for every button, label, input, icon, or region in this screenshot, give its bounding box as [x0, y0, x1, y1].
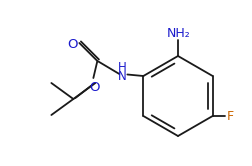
Text: N: N [118, 70, 127, 83]
Text: O: O [89, 81, 100, 93]
Text: NH₂: NH₂ [167, 27, 191, 40]
Text: F: F [227, 110, 234, 123]
Text: O: O [67, 38, 78, 50]
Text: H: H [118, 60, 127, 74]
